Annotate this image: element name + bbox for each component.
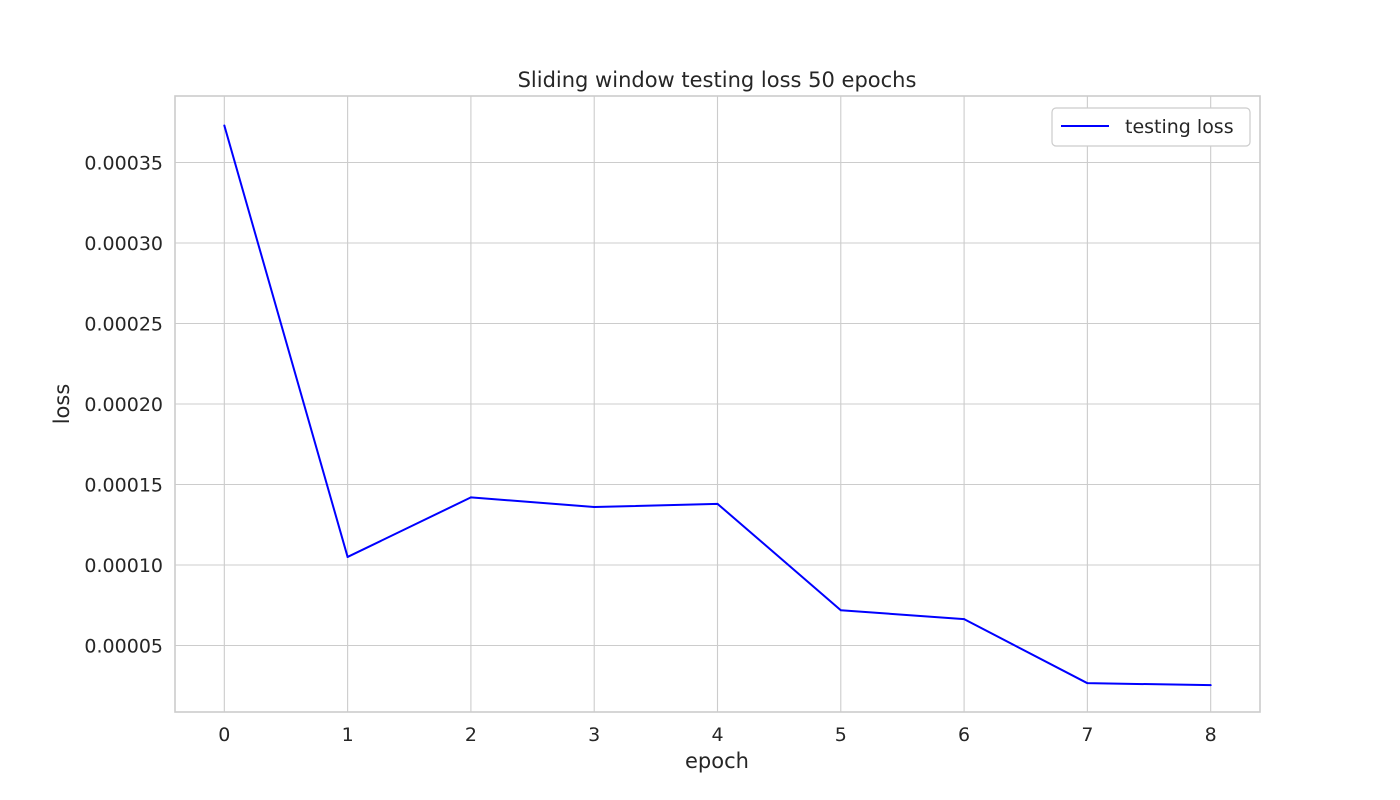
- x-tick-labels: 0 1 2 3 4 5 6 7 8: [218, 724, 1216, 746]
- legend: testing loss: [1051, 107, 1251, 147]
- series-layer: [223, 124, 1212, 687]
- y-tick-label: 0.00025: [84, 313, 163, 335]
- x-tick-label: 3: [588, 724, 600, 746]
- y-tick-label: 0.00010: [84, 555, 163, 577]
- y-tick-label: 0.00030: [84, 233, 163, 255]
- x-axis-label: epoch: [685, 749, 749, 773]
- x-tick-label: 4: [711, 724, 723, 746]
- x-tick-label: 1: [342, 724, 354, 746]
- y-tick-label: 0.00015: [84, 475, 163, 497]
- x-tick-label: 0: [218, 724, 230, 746]
- y-tick-label: 0.00035: [84, 152, 163, 174]
- y-tick-labels: 0.00005 0.00010 0.00015 0.00020 0.00025 0.000…: [84, 152, 163, 657]
- data-point: [1209, 684, 1212, 687]
- data-point: [469, 496, 472, 499]
- y-tick-label: 0.00020: [84, 394, 163, 416]
- data-point: [346, 555, 349, 558]
- chart-title: Sliding window testing loss 50 epochs: [518, 68, 917, 92]
- data-point: [1086, 682, 1089, 685]
- x-tick-label: 6: [958, 724, 970, 746]
- y-tick-label: 0.00005: [84, 636, 163, 658]
- plot-frame: [174, 95, 1261, 713]
- data-point: [839, 609, 842, 612]
- x-tick-label: 7: [1081, 724, 1093, 746]
- legend-label: testing loss: [1125, 116, 1234, 138]
- data-point: [593, 506, 596, 509]
- data-point: [223, 124, 226, 127]
- y-axis-label: loss: [50, 384, 74, 425]
- data-point: [716, 502, 719, 505]
- x-tick-label: 8: [1205, 724, 1217, 746]
- data-point: [963, 618, 966, 621]
- grid: [175, 96, 1260, 712]
- x-tick-label: 5: [835, 724, 847, 746]
- legend-box: [1051, 107, 1251, 147]
- x-tick-label: 2: [465, 724, 477, 746]
